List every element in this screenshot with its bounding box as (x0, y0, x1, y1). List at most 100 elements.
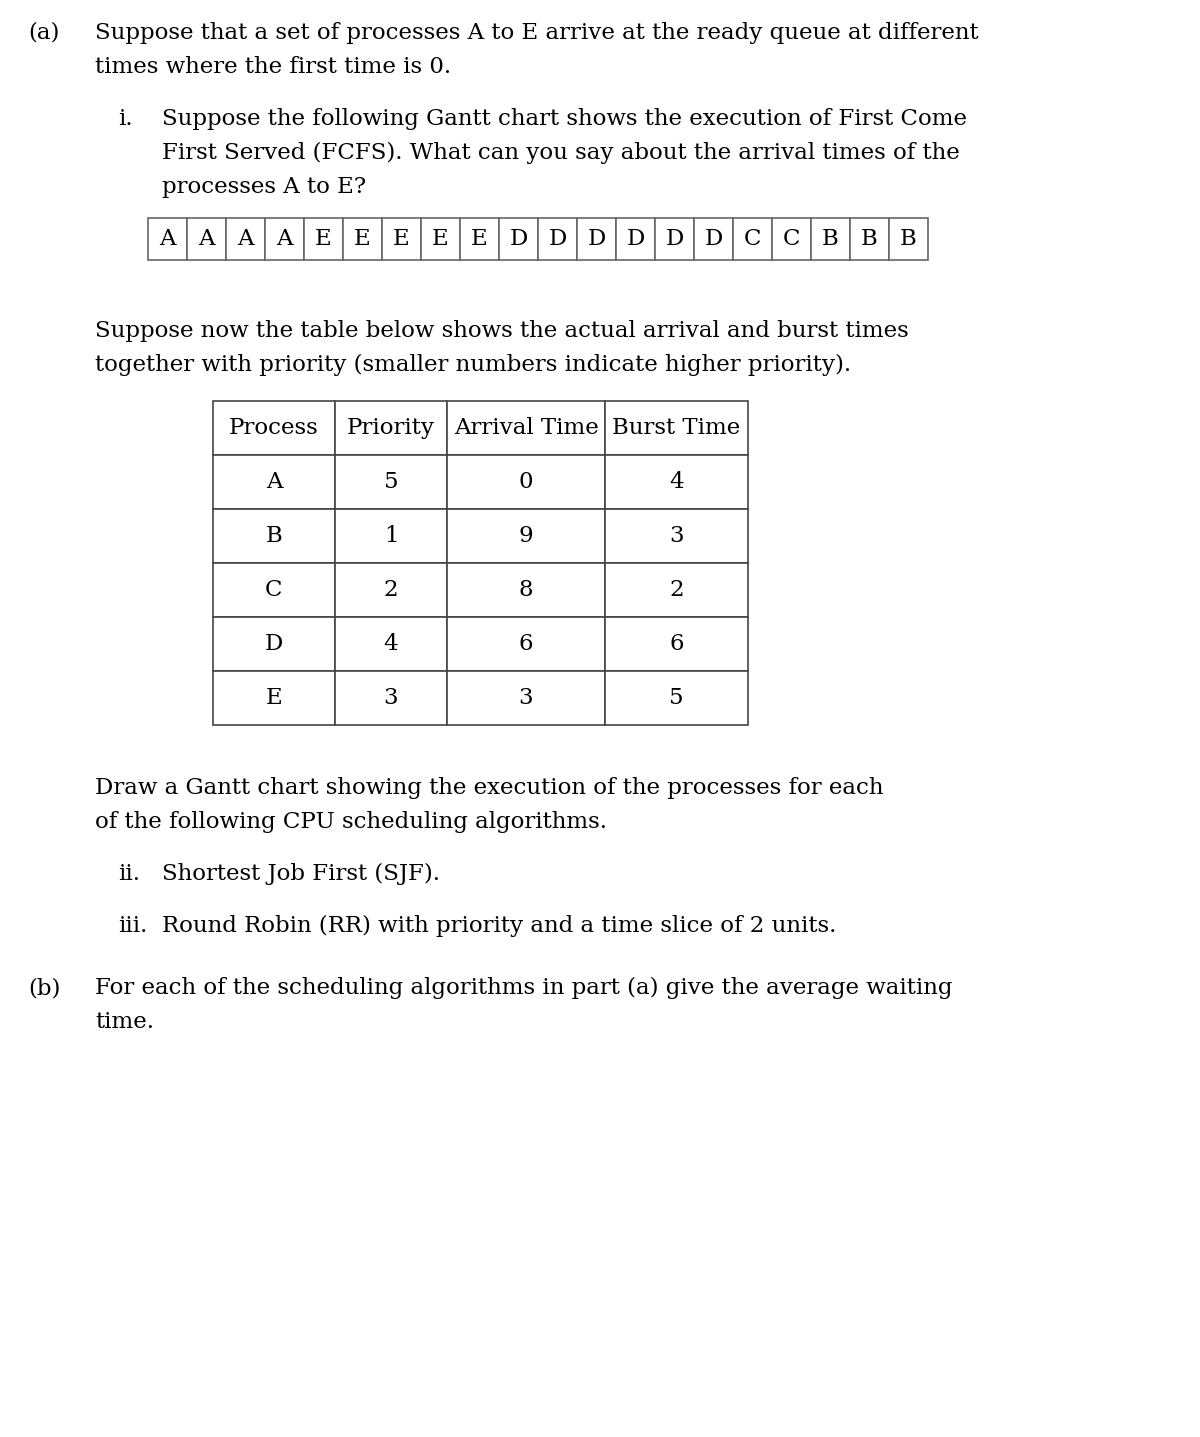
Bar (605, 563, 748, 616)
Bar (446, 509, 605, 563)
Text: D: D (665, 228, 684, 250)
Text: 1: 1 (384, 525, 398, 547)
Bar (214, 401, 335, 456)
Text: processes A to E?: processes A to E? (162, 175, 366, 198)
Text: B: B (862, 228, 878, 250)
Text: 4: 4 (384, 634, 398, 655)
Bar (382, 218, 421, 260)
Text: Suppose now the table below shows the actual arrival and burst times: Suppose now the table below shows the ac… (95, 320, 908, 342)
Text: i.: i. (118, 108, 133, 129)
Bar (605, 671, 748, 726)
Text: E: E (472, 228, 488, 250)
Bar (187, 218, 226, 260)
Text: iii.: iii. (118, 915, 148, 937)
Bar (538, 218, 577, 260)
Bar (733, 218, 772, 260)
Text: B: B (822, 228, 839, 250)
Text: Burst Time: Burst Time (612, 417, 740, 438)
Text: 9: 9 (518, 525, 533, 547)
Text: 0: 0 (518, 471, 533, 493)
Text: 3: 3 (384, 687, 398, 708)
Bar (446, 616, 605, 671)
Bar (811, 218, 850, 260)
Bar (605, 456, 748, 509)
Text: of the following CPU scheduling algorithms.: of the following CPU scheduling algorith… (95, 810, 607, 833)
Bar (335, 509, 446, 563)
Text: D: D (626, 228, 644, 250)
Text: Suppose the following Gantt chart shows the execution of First Come: Suppose the following Gantt chart shows … (162, 108, 967, 129)
Bar (850, 218, 889, 260)
Text: E: E (354, 228, 371, 250)
Bar (335, 401, 446, 456)
Bar (605, 509, 748, 563)
Text: C: C (265, 579, 283, 601)
Bar (214, 616, 335, 671)
Text: 2: 2 (670, 579, 684, 601)
Text: 5: 5 (670, 687, 684, 708)
Text: 6: 6 (518, 634, 533, 655)
Text: together with priority (smaller numbers indicate higher priority).: together with priority (smaller numbers … (95, 354, 851, 376)
Text: For each of the scheduling algorithms in part (a) give the average waiting: For each of the scheduling algorithms in… (95, 977, 953, 999)
Text: D: D (704, 228, 722, 250)
Text: E: E (316, 228, 332, 250)
Text: ii.: ii. (118, 864, 140, 885)
Text: C: C (782, 228, 800, 250)
Text: 4: 4 (670, 471, 684, 493)
Bar (214, 563, 335, 616)
Bar (577, 218, 616, 260)
Bar (605, 401, 748, 456)
Bar (694, 218, 733, 260)
Bar (148, 218, 187, 260)
Text: A: A (160, 228, 175, 250)
Text: E: E (394, 228, 410, 250)
Text: D: D (587, 228, 606, 250)
Text: 8: 8 (518, 579, 533, 601)
Bar (446, 563, 605, 616)
Text: C: C (744, 228, 761, 250)
Bar (214, 671, 335, 726)
Text: 3: 3 (670, 525, 684, 547)
Bar (446, 456, 605, 509)
Text: Process: Process (229, 417, 319, 438)
Bar (446, 671, 605, 726)
Text: Round Robin (RR) with priority and a time slice of 2 units.: Round Robin (RR) with priority and a tim… (162, 915, 836, 937)
Text: 6: 6 (670, 634, 684, 655)
Bar (265, 218, 304, 260)
Text: Shortest Job First (SJF).: Shortest Job First (SJF). (162, 864, 440, 885)
Text: 5: 5 (384, 471, 398, 493)
Bar (460, 218, 499, 260)
Text: 2: 2 (384, 579, 398, 601)
Text: times where the first time is 0.: times where the first time is 0. (95, 56, 451, 78)
Text: A: A (198, 228, 215, 250)
Bar (446, 401, 605, 456)
Bar (343, 218, 382, 260)
Text: time.: time. (95, 1012, 154, 1033)
Bar (772, 218, 811, 260)
Text: Arrival Time: Arrival Time (454, 417, 599, 438)
Text: 3: 3 (518, 687, 533, 708)
Text: A: A (265, 471, 282, 493)
Bar (304, 218, 343, 260)
Bar (214, 509, 335, 563)
Text: E: E (265, 687, 282, 708)
Text: (b): (b) (28, 977, 60, 999)
Bar (335, 616, 446, 671)
Bar (214, 456, 335, 509)
Bar (335, 563, 446, 616)
Text: (a): (a) (28, 22, 59, 45)
Bar (499, 218, 538, 260)
Text: B: B (265, 525, 282, 547)
Text: A: A (238, 228, 253, 250)
Bar (655, 218, 694, 260)
Text: E: E (432, 228, 449, 250)
Text: A: A (276, 228, 293, 250)
Bar (335, 456, 446, 509)
Text: Priority: Priority (347, 417, 436, 438)
Bar (335, 671, 446, 726)
Bar (421, 218, 460, 260)
Text: D: D (509, 228, 528, 250)
Text: D: D (548, 228, 566, 250)
Text: First Served (FCFS). What can you say about the arrival times of the: First Served (FCFS). What can you say ab… (162, 142, 960, 164)
Text: B: B (900, 228, 917, 250)
Text: Suppose that a set of processes A to E arrive at the ready queue at different: Suppose that a set of processes A to E a… (95, 22, 979, 45)
